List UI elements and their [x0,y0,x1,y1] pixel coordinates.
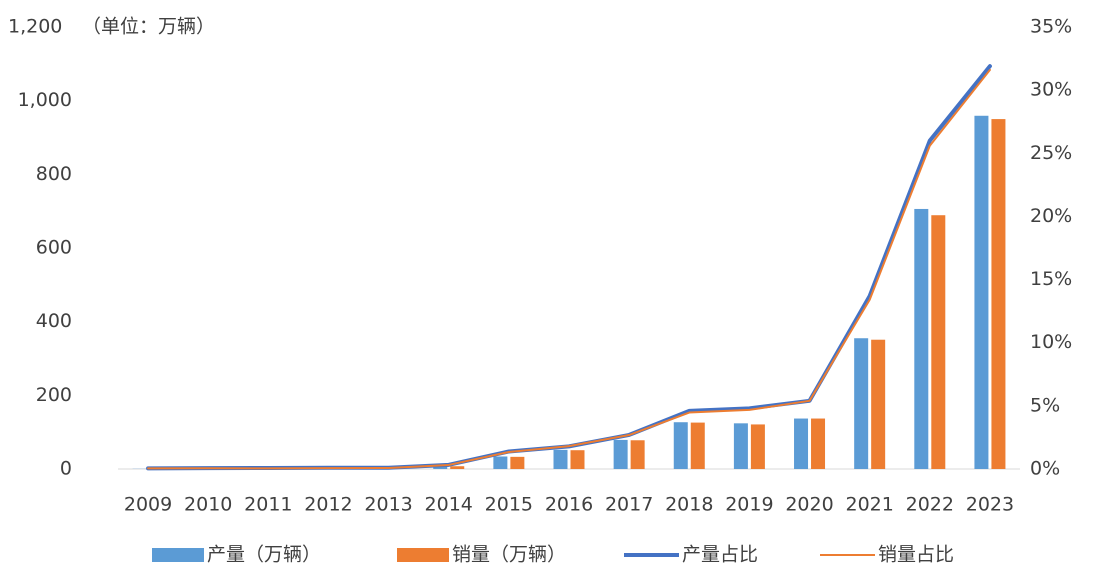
bar [854,338,869,469]
y2-tick-label: 20% [1030,205,1072,227]
bar [733,423,748,469]
bar [794,418,809,469]
legend-label: 销量（万辆） [452,544,566,566]
y-tick-label: 1,000 [18,89,72,111]
y2-tick-label: 30% [1030,79,1072,101]
bar [570,450,585,469]
x-tick-label: 2019 [725,494,773,516]
bar [974,115,989,469]
x-tick-label: 2010 [184,494,232,516]
line [147,68,991,470]
x-tick-label: 2016 [545,494,593,516]
y-tick-label: 800 [36,163,72,185]
y2-tick-label: 35% [1030,16,1072,38]
bar [450,466,465,469]
bar [673,422,688,469]
y2-tick-label: 5% [1030,394,1060,416]
y-tick-label: 1,200 [8,16,62,38]
y-tick-label: 200 [36,384,72,406]
bar [613,439,628,469]
x-tick-label: 2022 [906,494,954,516]
bar [931,215,946,469]
bar [914,208,929,469]
bar [871,339,886,469]
bar [510,456,525,469]
x-tick-label: 2014 [425,494,473,516]
y2-tick-label: 0% [1030,458,1060,480]
y2-tick-label: 25% [1030,142,1072,164]
bar [811,418,826,469]
legend-label: 产量占比 [682,544,758,566]
legend-label: 销量占比 [878,544,954,566]
x-tick-label: 2020 [785,494,833,516]
x-tick-label: 2018 [665,494,713,516]
x-tick-label: 2011 [244,494,292,516]
bar [433,466,448,469]
x-tick-label: 2023 [966,494,1014,516]
bar [553,449,568,469]
x-tick-label: 2021 [845,494,893,516]
y2-tick-label: 15% [1030,268,1072,290]
bar [690,422,705,469]
legend-swatch [397,548,449,562]
chart-title: （单位：万辆） [82,16,215,38]
x-tick-label: 2013 [364,494,412,516]
legend-label: 产量（万辆） [207,544,321,566]
bar [630,440,645,469]
legend-swatch [152,548,204,562]
y-tick-label: 0 [60,458,72,480]
x-tick-label: 2012 [304,494,352,516]
x-tick-label: 2009 [124,494,172,516]
bar [493,456,508,469]
bar [750,424,765,469]
x-tick-label: 2017 [605,494,653,516]
x-tick-label: 2015 [485,494,533,516]
y2-tick-label: 10% [1030,331,1072,353]
y-tick-label: 400 [36,310,72,332]
bar [991,119,1006,469]
y-tick-label: 600 [36,237,72,259]
